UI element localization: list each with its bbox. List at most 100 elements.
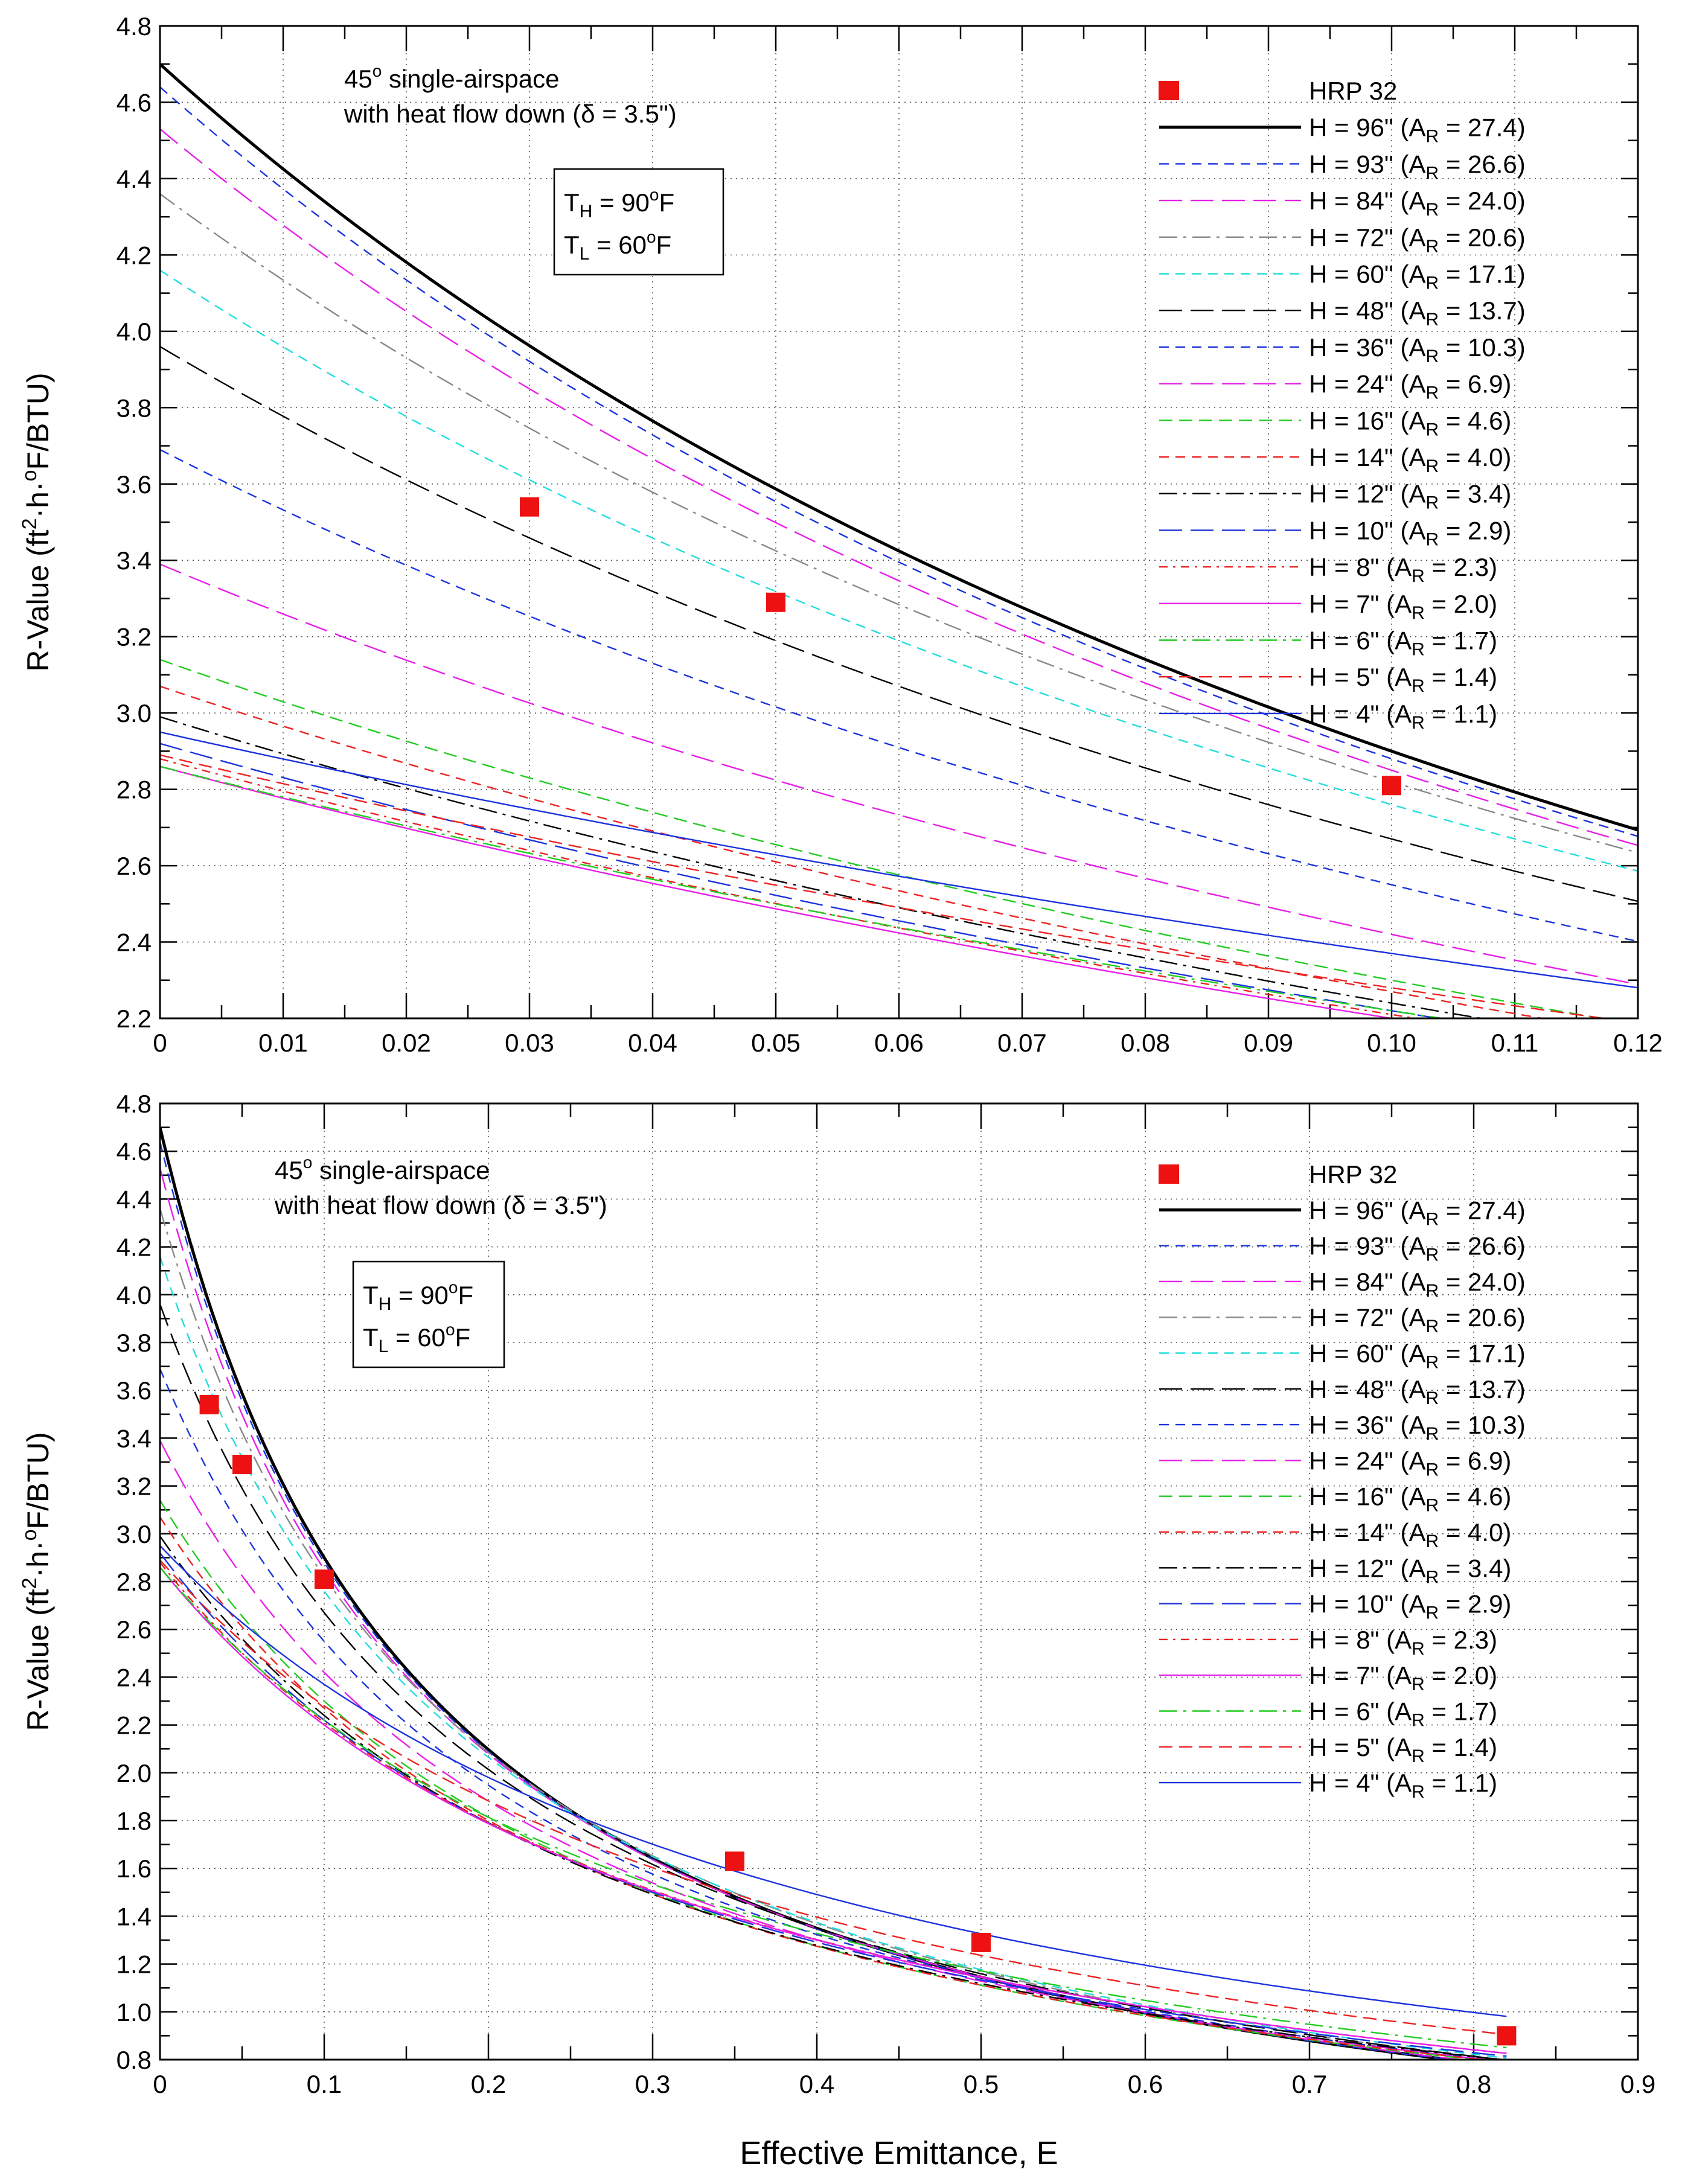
legend-sub: R	[1426, 1317, 1439, 1336]
series-line-h14	[160, 1516, 1489, 2060]
series-line-h7	[160, 1566, 1507, 2054]
x-tick-label: 0	[153, 2070, 167, 2098]
x-tick-label: 0	[153, 1029, 167, 1057]
legend-sub: R	[1412, 1782, 1425, 1802]
annotation-title-line1: 45o single-airspace	[344, 62, 559, 93]
series-line-h5	[160, 1559, 1507, 2036]
tl-unit: F	[656, 231, 672, 259]
legend-label-h6: H = 6" (AR = 1.7)	[1309, 627, 1497, 660]
legend-text: H = 36" (A	[1309, 1411, 1426, 1439]
legend-sub: R	[1412, 1675, 1425, 1694]
data-point-hrp32	[232, 1454, 252, 1474]
y-tick-label: 3.6	[117, 470, 152, 499]
legend-text: = 2.9)	[1439, 1590, 1511, 1618]
legend-label-h14: H = 14" (AR = 4.0)	[1309, 1518, 1511, 1551]
annotation-title-rest: single-airspace	[312, 1156, 490, 1184]
th-unit: F	[659, 188, 675, 217]
legend-text: H = 72" (A	[1309, 1303, 1426, 1332]
legend-text: H = 24" (A	[1309, 370, 1426, 398]
y-tick-label: 4.8	[117, 12, 152, 40]
series-line-h24	[160, 563, 1638, 985]
annotation-deg: o	[373, 62, 382, 80]
legend-text: = 10.3)	[1439, 333, 1526, 362]
y-tick-label: 1.8	[117, 1807, 152, 1835]
y-tick-label: 2.8	[117, 776, 152, 804]
legend-label-h60: H = 60" (AR = 17.1)	[1309, 260, 1526, 293]
legend-text: = 1.1)	[1425, 1769, 1497, 1797]
plot-frame	[159, 25, 1639, 1020]
y-axis-label: R-Value (ft2·h·oF/BTU)	[18, 372, 55, 671]
y-tick-label: 3.2	[117, 1472, 152, 1501]
y-tick-label: 1.2	[117, 1950, 152, 1979]
series-line-h16	[160, 659, 1605, 1018]
legend-sub: R	[1426, 237, 1439, 257]
temperature-high: TH = 90oF	[363, 1278, 473, 1314]
legend-label-h72: H = 72" (AR = 20.6)	[1309, 1303, 1526, 1336]
legend-text: = 13.7)	[1439, 296, 1526, 325]
data-point-hrp32	[199, 1394, 219, 1414]
series-line-h6	[160, 1566, 1507, 2049]
legend-label-h8: H = 8" (AR = 2.3)	[1309, 553, 1497, 586]
legend-text: = 10.3)	[1439, 1411, 1526, 1439]
x-tick-label: 0.07	[997, 1029, 1047, 1057]
tl-sub: L	[580, 244, 590, 264]
legend-label-h10: H = 10" (AR = 2.9)	[1309, 1590, 1511, 1623]
series-line-h4	[160, 1545, 1507, 2017]
series-line-h6	[160, 765, 1447, 1018]
legend-sub: R	[1412, 566, 1425, 586]
legend-sub: R	[1412, 713, 1425, 733]
legend-sub: R	[1412, 1746, 1425, 1766]
th-sub: H	[580, 202, 593, 222]
legend-label-h4: H = 4" (AR = 1.1)	[1309, 1769, 1497, 1802]
annotation-deg: o	[303, 1153, 313, 1172]
tl-deg: o	[647, 228, 656, 246]
ylabel-sup: o	[18, 470, 41, 481]
legend-text: H = 96" (A	[1309, 1196, 1426, 1224]
legend-sub: R	[1426, 493, 1439, 513]
y-tick-label: 2.4	[117, 1663, 152, 1691]
legend-text: = 26.6)	[1439, 1232, 1526, 1260]
legend-label-h93: H = 93" (AR = 26.6)	[1309, 1232, 1526, 1265]
legend-sub: R	[1426, 310, 1439, 330]
legend-label-h4: H = 4" (AR = 1.1)	[1309, 700, 1497, 733]
legend-text: = 24.0)	[1439, 1268, 1526, 1296]
th-main: T	[564, 188, 580, 217]
y-tick-label: 1.0	[117, 1998, 152, 2026]
legend-text: = 17.1)	[1439, 1339, 1526, 1368]
x-tick-label: 0.7	[1292, 2070, 1327, 2098]
legend-label-h24: H = 24" (AR = 6.9)	[1309, 1446, 1511, 1480]
series-line-h7	[160, 765, 1396, 1018]
x-tick-label: 0.9	[1620, 2070, 1655, 2098]
legend-sub: R	[1426, 1460, 1439, 1480]
temperature-high: TH = 90oF	[564, 185, 674, 222]
legend-text: H = 36" (A	[1309, 333, 1426, 362]
ylabel-part: F/BTU)	[21, 1432, 55, 1529]
series-line-h48	[160, 346, 1638, 902]
x-tick-label: 0.10	[1367, 1029, 1416, 1057]
x-tick-label: 0.08	[1121, 1029, 1170, 1057]
series-line-h60	[160, 1256, 1507, 2059]
legend-text: H = 84" (A	[1309, 1268, 1426, 1296]
y-tick-label: 3.0	[117, 699, 152, 727]
legend-text: H = 16" (A	[1309, 406, 1426, 435]
x-tick-label: 0.8	[1456, 2070, 1491, 2098]
legend-text: = 6.9)	[1439, 1446, 1511, 1475]
legend-text: H = 10" (A	[1309, 516, 1426, 544]
legend-text: H = 6" (A	[1309, 1697, 1412, 1726]
series-line-h10	[160, 742, 1443, 1018]
annotation-title-line2: with heat flow down (δ = 3.5")	[274, 1191, 607, 1219]
legend-sub: R	[1426, 529, 1439, 549]
legend-label-h6: H = 6" (AR = 1.7)	[1309, 1697, 1497, 1731]
legend-sub: R	[1426, 1209, 1439, 1229]
legend-text: H = 12" (A	[1309, 480, 1426, 508]
legend-text: H = 14" (A	[1309, 1518, 1426, 1547]
legend-text: = 3.4)	[1439, 1554, 1511, 1582]
legend-text: H = 72" (A	[1309, 223, 1426, 252]
series-lines	[160, 1127, 1507, 2060]
legend: HRP 32H = 96" (AR = 27.4)H = 93" (AR = 2…	[1159, 77, 1526, 733]
series-lines	[160, 63, 1638, 1018]
th-deg: o	[449, 1278, 458, 1297]
y-tick-label: 4.2	[117, 241, 152, 269]
legend-text: = 27.4)	[1439, 113, 1526, 142]
legend-text: = 1.1)	[1425, 700, 1497, 728]
